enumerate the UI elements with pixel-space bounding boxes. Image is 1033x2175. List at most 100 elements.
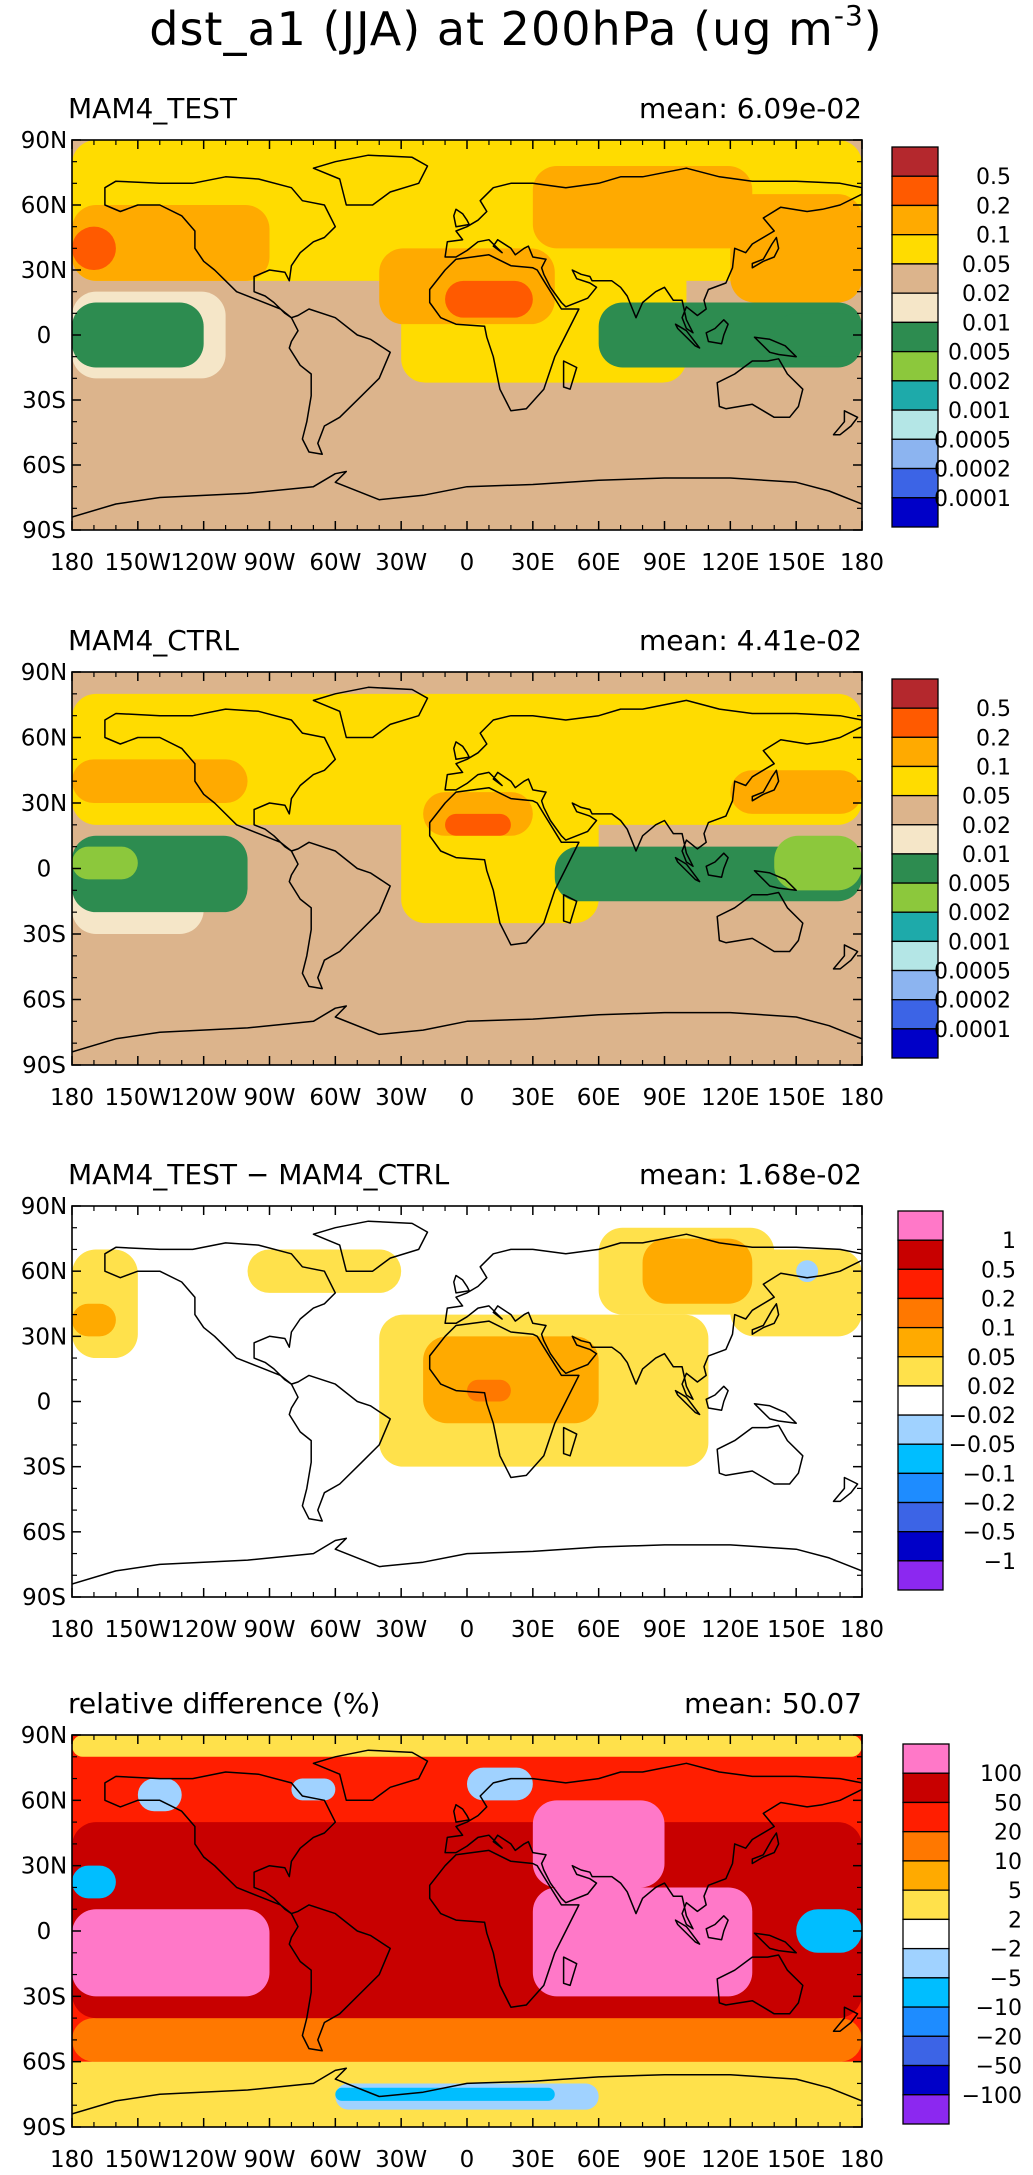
field-region <box>467 1379 511 1402</box>
colorbar-label: 0.1 <box>976 224 1011 249</box>
lat-tick-label: 30N <box>21 1854 67 1880</box>
colorbar-label: −1 <box>984 1550 1016 1575</box>
colorbar-label: 0.05 <box>967 1346 1016 1371</box>
colorbar: 1 0.5 0.2 0.1 0.05 0.02 −0.02 −0.05 −0.1 −0.2 −0.5… <box>897 1210 1016 1591</box>
field <box>72 1206 862 1597</box>
lon-tick-label: 180 <box>840 550 884 576</box>
field-region <box>774 835 862 891</box>
colorbar-box <box>891 1028 939 1059</box>
outline-borneo <box>705 319 729 345</box>
colorbar-label: −0.2 <box>963 1492 1016 1517</box>
lat-tick-label: 60N <box>21 1259 67 1285</box>
outline-antarctica <box>72 1537 862 1585</box>
outline-new-guinea <box>753 1402 797 1424</box>
outline-australia <box>716 1954 804 2015</box>
colorbar-label: 0.5 <box>981 1258 1016 1283</box>
lon-tick-label: 60W <box>309 550 361 576</box>
colorbar-box <box>897 1210 944 1241</box>
colorbar-label: 50 <box>994 1791 1022 1816</box>
lon-tick-label: 30W <box>375 1617 427 1643</box>
lon-tick-label: 0 <box>460 2147 475 2173</box>
colorbar-label: 0.1 <box>981 1317 1016 1342</box>
lat-tick-label: 90S <box>22 518 66 544</box>
lon-tick-label: 60E <box>577 2147 621 2173</box>
colorbar-box <box>897 1560 944 1591</box>
field <box>72 1735 862 2127</box>
colorbar-label: 0.2 <box>976 194 1011 219</box>
colorbar-label: 0.05 <box>962 253 1011 278</box>
map-panel-difference: 90N 60N 30N 0 30S 60S 90S 180 150W 120W 90W 60W 30W 0… <box>21 1158 1016 1643</box>
outline-new-zealand <box>832 1476 859 1503</box>
lon-tick-label: 120E <box>701 1617 759 1643</box>
colorbar-label: 0.05 <box>962 785 1011 810</box>
lat-tick-label: 30S <box>22 1984 66 2010</box>
lat-tick-label: 60S <box>22 453 66 479</box>
colorbar-box <box>891 882 939 913</box>
lon-tick-label: 30W <box>375 1085 427 1111</box>
panel-label: MAM4_TEST − MAM4_CTRL <box>68 1158 450 1191</box>
field-region <box>72 2018 862 2062</box>
colorbar-box <box>891 350 939 382</box>
colorbar-box <box>902 1889 950 1921</box>
field-region <box>445 280 533 318</box>
colorbar-box <box>891 969 939 1001</box>
field-region <box>642 1238 753 1304</box>
lon-tick-label: 120E <box>701 1085 759 1111</box>
lon-tick-label: 180 <box>50 1617 94 1643</box>
colorbar-box <box>891 175 939 207</box>
outline-greenland <box>312 686 429 739</box>
outline-greenland <box>312 1220 429 1272</box>
lat-tick-label: 30N <box>21 1324 67 1350</box>
map-panel-ctrl: 90N 60N 30N 0 30S 60S 90S 180 150W 120W 90W 60W 30W 0… <box>21 624 1011 1111</box>
field-region <box>72 226 116 270</box>
colorbar-label: 1 <box>1002 1229 1016 1254</box>
colorbar-label: −2 <box>990 1938 1022 1963</box>
colorbar-label: 5 <box>1008 1879 1022 1904</box>
field <box>72 140 862 530</box>
lon-tick-label: 120W <box>170 550 237 576</box>
colorbar-box <box>902 1947 950 1979</box>
coastlines <box>72 686 862 1053</box>
outline-madagascar <box>562 360 578 390</box>
colorbar-label: −0.02 <box>949 1404 1016 1429</box>
colorbar-box <box>902 1860 950 1891</box>
outline-borneo <box>705 1385 729 1411</box>
lon-tick-label: 120W <box>170 1617 237 1643</box>
lat-tick-label: 30N <box>21 791 67 817</box>
colorbar-label: 0.002 <box>948 901 1011 926</box>
colorbar-label: 0.1 <box>976 755 1011 780</box>
colorbar-box <box>891 204 939 236</box>
lon-tick-label: 90E <box>643 1617 687 1643</box>
lon-tick-label: 180 <box>50 550 94 576</box>
field-region <box>423 1336 599 1424</box>
lat-tick-label: 60N <box>21 1788 67 1814</box>
lon-tick-label: 30E <box>511 2147 555 2173</box>
figure-title-close: ) <box>864 2 883 56</box>
lon-tick-label: 60W <box>309 2147 361 2173</box>
field-region <box>730 1249 862 1337</box>
outline-australia <box>716 891 804 953</box>
colorbar-box <box>891 678 939 709</box>
lat-tick-label: 60S <box>22 1520 66 1546</box>
colorbar-label: 0.0005 <box>934 428 1011 453</box>
colorbar-box <box>891 736 939 768</box>
lat-tick-label: 90N <box>21 1194 67 1220</box>
field-region <box>532 1800 665 1888</box>
lat-tick-label: 60S <box>22 988 66 1014</box>
colorbar-label: 0.02 <box>967 1375 1016 1400</box>
colorbar-label: 0.002 <box>948 370 1011 395</box>
lon-tick-label: 150W <box>105 550 172 576</box>
lon-tick-label: 150W <box>105 2147 172 2173</box>
colorbar-box <box>897 1414 944 1445</box>
map-panel-test: 90N 60N 30N 0 30S 60S 90S 180 150W 120W 90W 60W 30W 0… <box>21 92 1011 576</box>
outline-madagascar <box>562 893 578 924</box>
outline-new-zealand <box>832 410 859 436</box>
colorbar-box <box>897 1326 944 1358</box>
lon-tick-label: 0 <box>460 1617 475 1643</box>
lon-tick-label: 90E <box>643 2147 687 2173</box>
lon-tick-label: 180 <box>840 1085 884 1111</box>
lon-tick-label: 180 <box>840 1617 884 1643</box>
lon-tick-label: 180 <box>50 2147 94 2173</box>
colorbar-box <box>897 1531 944 1562</box>
